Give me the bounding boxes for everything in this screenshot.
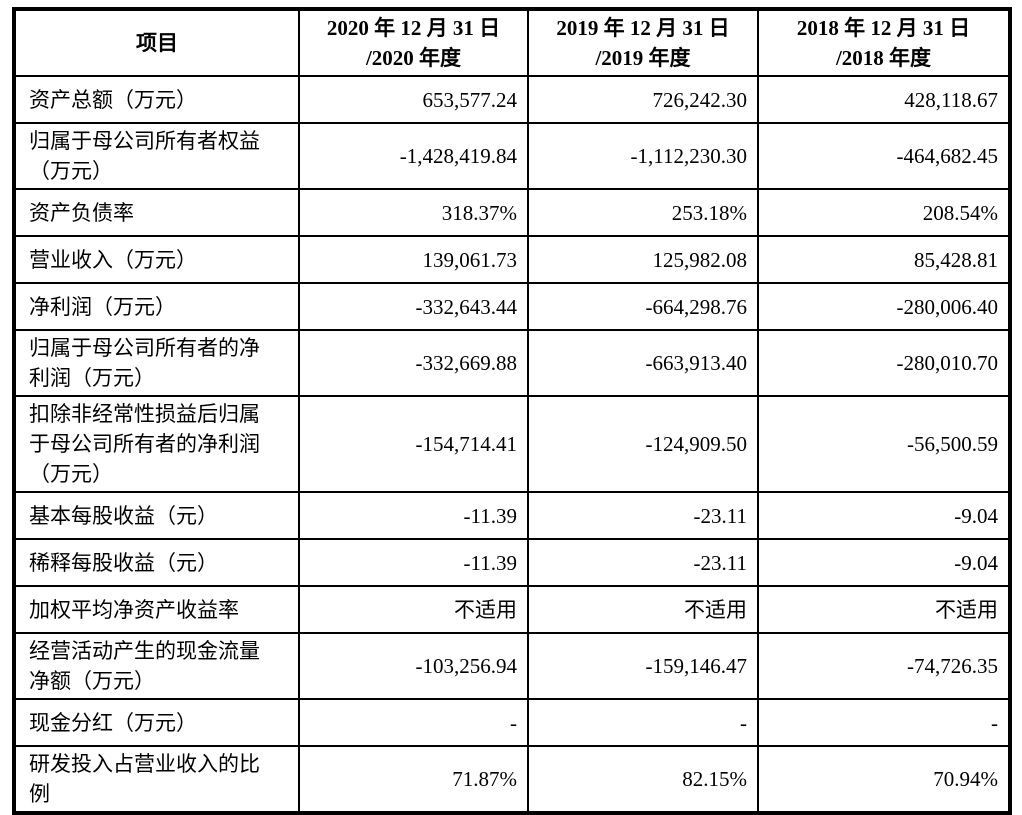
- label-line: 例: [29, 782, 50, 806]
- label-line: 现金分红（万元）: [29, 710, 197, 735]
- value-2020: -11.39: [298, 491, 529, 540]
- table-row-rd-ratio: 研发投入占营业收入的比 例 71.87% 82.15% 70.94%: [13, 745, 1011, 814]
- value-2018: -9.04: [757, 538, 1011, 587]
- value-2019: -: [527, 698, 759, 747]
- value-2019: -663,913.40: [527, 329, 759, 397]
- row-label: 净利润（万元）: [13, 282, 300, 331]
- header-line: 2019 年 12 月 31 日: [556, 16, 730, 40]
- value-2020: -154,714.41: [298, 395, 529, 493]
- header-period-2019: 2019 年 12 月 31 日 /2019 年度: [527, 8, 759, 77]
- table-row-net-profit: 净利润（万元） -332,643.44 -664,298.76 -280,006…: [13, 282, 1011, 331]
- table-row-parent-equity: 归属于母公司所有者权益 （万元） -1,428,419.84 -1,112,23…: [13, 122, 1011, 190]
- value-2020: 318.37%: [298, 188, 529, 237]
- label-line: 经营活动产生的现金流量: [29, 639, 260, 663]
- table-row-total-assets: 资产总额（万元） 653,577.24 726,242.30 428,118.6…: [13, 75, 1011, 124]
- value-2018: -74,726.35: [757, 632, 1011, 700]
- value-2020: 71.87%: [298, 745, 529, 814]
- label-line: 归属于母公司所有者权益: [29, 129, 260, 153]
- value-2020: 653,577.24: [298, 75, 529, 124]
- value-2020: 不适用: [298, 585, 529, 634]
- label-line: 利润（万元）: [29, 366, 155, 390]
- label-line: 扣除非经常性损益后归属: [29, 402, 260, 426]
- row-label: 资产负债率: [13, 188, 300, 237]
- row-label: 扣除非经常性损益后归属 于母公司所有者的净利润 （万元）: [13, 395, 300, 493]
- value-2020: -11.39: [298, 538, 529, 587]
- value-2018: 不适用: [757, 585, 1011, 634]
- value-2019: 726,242.30: [527, 75, 759, 124]
- value-2019: 不适用: [527, 585, 759, 634]
- label-line: 净利润（万元）: [29, 294, 176, 319]
- label-line: （万元）: [29, 159, 113, 183]
- row-label: 研发投入占营业收入的比 例: [13, 745, 300, 814]
- label-line: 加权平均净资产收益率: [29, 597, 239, 622]
- header-period-2018: 2018 年 12 月 31 日 /2018 年度: [757, 8, 1011, 77]
- label-line: 归属于母公司所有者的净: [29, 336, 260, 360]
- header-line: 2020 年 12 月 31 日: [326, 16, 501, 40]
- financial-summary-table: 项目 2020 年 12 月 31 日 /2020 年度 2019 年 12 月…: [12, 7, 1012, 815]
- label-line: 于母公司所有者的净利润: [29, 432, 260, 456]
- label-line: （万元）: [29, 462, 113, 486]
- value-2019: -664,298.76: [527, 282, 759, 331]
- value-2018: -280,010.70: [757, 329, 1011, 397]
- table-row-deducted-net-profit: 扣除非经常性损益后归属 于母公司所有者的净利润 （万元） -154,714.41…: [13, 395, 1011, 493]
- table-header-row: 项目 2020 年 12 月 31 日 /2020 年度 2019 年 12 月…: [13, 8, 1011, 77]
- row-label: 稀释每股收益（元）: [13, 538, 300, 587]
- value-2019: -23.11: [527, 538, 759, 587]
- table-row-parent-net-profit: 归属于母公司所有者的净 利润（万元） -332,669.88 -663,913.…: [13, 329, 1011, 397]
- value-2018: -464,682.45: [757, 122, 1011, 190]
- header-line: 项目: [136, 31, 178, 55]
- value-2018: -9.04: [757, 491, 1011, 540]
- label-line: 资产负债率: [29, 200, 134, 225]
- row-label: 营业收入（万元）: [13, 235, 300, 284]
- label-line: 基本每股收益（元）: [29, 503, 218, 528]
- table-row-diluted-eps: 稀释每股收益（元） -11.39 -23.11 -9.04: [13, 538, 1011, 587]
- label-line: 研发投入占营业收入的比: [29, 752, 260, 776]
- value-2019: -159,146.47: [527, 632, 759, 700]
- row-label: 归属于母公司所有者的净 利润（万元）: [13, 329, 300, 397]
- label-line: 净额（万元）: [29, 669, 155, 693]
- value-2018: -56,500.59: [757, 395, 1011, 493]
- label-line: 稀释每股收益（元）: [29, 550, 218, 575]
- header-line: /2019 年度: [595, 46, 691, 70]
- table-row-debt-ratio: 资产负债率 318.37% 253.18% 208.54%: [13, 188, 1011, 237]
- header-line: /2020 年度: [365, 46, 462, 70]
- value-2020: -103,256.94: [298, 632, 529, 700]
- value-2019: -1,112,230.30: [527, 122, 759, 190]
- value-2019: 253.18%: [527, 188, 759, 237]
- table-row-operating-cash-flow: 经营活动产生的现金流量 净额（万元） -103,256.94 -159,146.…: [13, 632, 1011, 700]
- row-label: 归属于母公司所有者权益 （万元）: [13, 122, 300, 190]
- label-line: 资产总额（万元）: [29, 87, 197, 112]
- value-2018: -280,006.40: [757, 282, 1011, 331]
- value-2020: -1,428,419.84: [298, 122, 529, 190]
- value-2018: 70.94%: [757, 745, 1011, 814]
- header-item-column: 项目: [13, 8, 300, 77]
- value-2019: -124,909.50: [527, 395, 759, 493]
- value-2020: 139,061.73: [298, 235, 529, 284]
- table-row-weighted-roe: 加权平均净资产收益率 不适用 不适用 不适用: [13, 585, 1011, 634]
- row-label: 加权平均净资产收益率: [13, 585, 300, 634]
- value-2019: -23.11: [527, 491, 759, 540]
- value-2020: -332,643.44: [298, 282, 529, 331]
- header-period-2020: 2020 年 12 月 31 日 /2020 年度: [298, 8, 529, 77]
- table-row-basic-eps: 基本每股收益（元） -11.39 -23.11 -9.04: [13, 491, 1011, 540]
- label-line: 营业收入（万元）: [29, 247, 197, 272]
- value-2019: 82.15%: [527, 745, 759, 814]
- row-label: 基本每股收益（元）: [13, 491, 300, 540]
- value-2018: -: [757, 698, 1011, 747]
- row-label: 经营活动产生的现金流量 净额（万元）: [13, 632, 300, 700]
- table-row-cash-dividend: 现金分红（万元） - - -: [13, 698, 1011, 747]
- row-label: 现金分红（万元）: [13, 698, 300, 747]
- value-2019: 125,982.08: [527, 235, 759, 284]
- value-2020: -332,669.88: [298, 329, 529, 397]
- value-2018: 85,428.81: [757, 235, 1011, 284]
- table-row-revenue: 营业收入（万元） 139,061.73 125,982.08 85,428.81: [13, 235, 1011, 284]
- header-line: /2018 年度: [835, 46, 932, 70]
- row-label: 资产总额（万元）: [13, 75, 300, 124]
- value-2018: 208.54%: [757, 188, 1011, 237]
- header-line: 2018 年 12 月 31 日: [796, 16, 971, 40]
- value-2018: 428,118.67: [757, 75, 1011, 124]
- value-2020: -: [298, 698, 529, 747]
